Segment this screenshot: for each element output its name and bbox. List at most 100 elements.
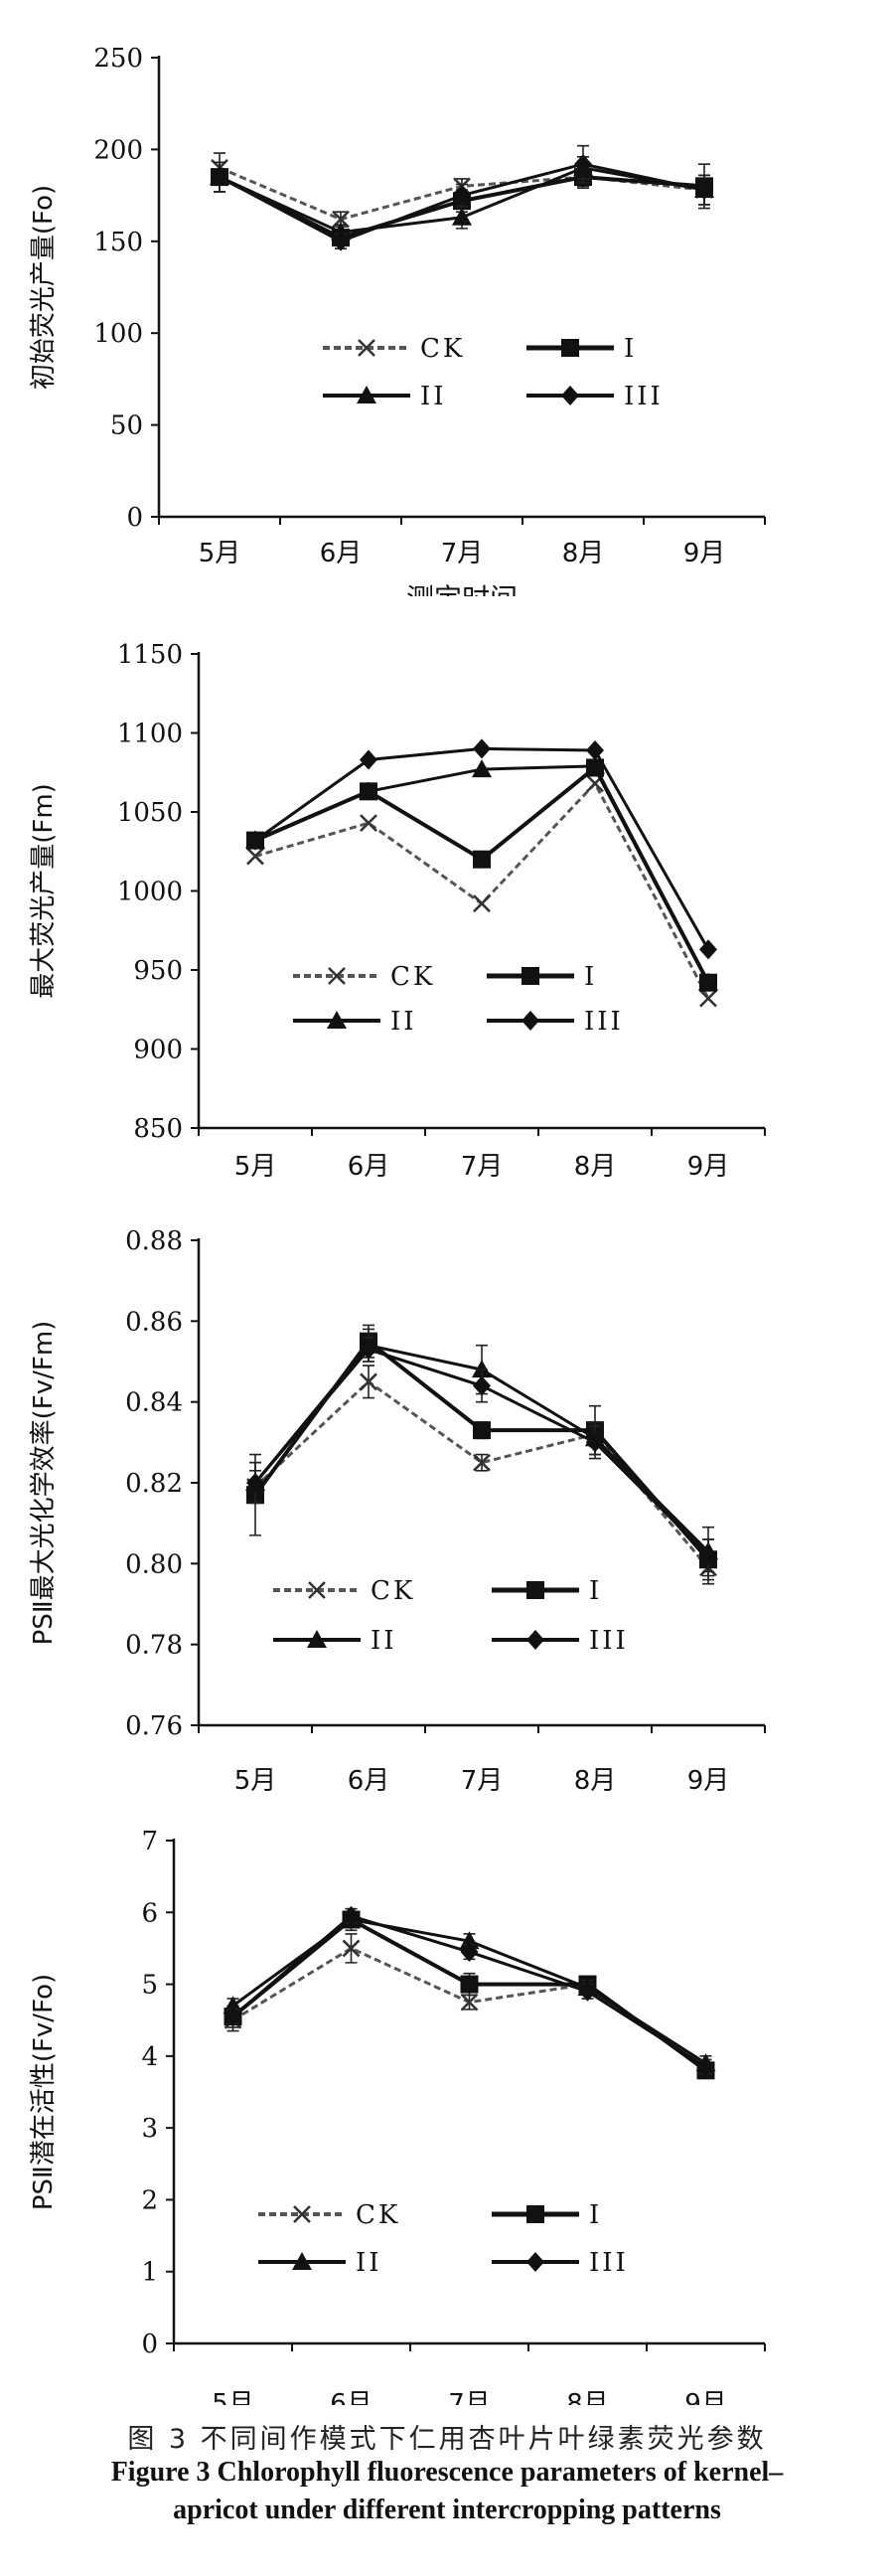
data-point-ii <box>698 972 718 991</box>
figure-caption-english-line2: apricot under different intercropping pa… <box>173 2495 721 2525</box>
x-tick-label: 7月 <box>461 1152 504 1182</box>
data-point-ii <box>472 1360 492 1378</box>
figure-caption-chinese: 图 3 不同间作模式下仁用杏叶片叶绿素荧光参数 <box>127 2424 767 2455</box>
y-tick-label: 6 <box>141 1898 158 1928</box>
data-point-i <box>473 1421 491 1440</box>
legend-label-ck: CK <box>420 334 465 364</box>
data-point-iii <box>453 185 471 206</box>
y-tick-label: 0.82 <box>125 1469 183 1499</box>
data-point-iii <box>574 154 592 175</box>
data-point-iii <box>696 2056 715 2077</box>
chart-fvfo-svg: 012345675月6月7月8月9月测定时间PSⅡ潜在活性(Fv/Fo)CKII… <box>29 1827 766 2405</box>
x-tick-label: 7月 <box>448 2389 491 2405</box>
legend-marker-iii <box>522 1011 539 1031</box>
data-point-ii <box>331 222 351 241</box>
data-point-iii <box>332 231 350 251</box>
y-tick-label: 1 <box>141 2258 158 2288</box>
y-tick-label: 0.78 <box>125 1631 183 1661</box>
data-point-iii <box>473 1375 491 1396</box>
data-point-iii <box>699 1545 717 1566</box>
legend-label-ii: II <box>390 1007 417 1037</box>
legend-marker-ck <box>293 2205 311 2223</box>
x-tick-label: 6月 <box>348 1766 390 1796</box>
y-axis-title: PSⅡ最大光化学效率(Fv/Fm) <box>29 1321 59 1646</box>
legend-label-iii: III <box>624 382 664 411</box>
x-tick-label: 6月 <box>348 1152 390 1182</box>
figure-caption-english-line1: Figure 3 Chlorophyll fluorescence parame… <box>110 2457 784 2488</box>
chart-fvfo: 012345675月6月7月8月9月测定时间PSⅡ潜在活性(Fv/Fo)CKII… <box>0 1799 894 2405</box>
data-point-ii <box>452 207 472 226</box>
y-tick-label: 1100 <box>117 720 183 749</box>
data-point-ii <box>359 781 378 800</box>
legend-label-iii: III <box>584 1007 624 1037</box>
x-tick-label: 8月 <box>562 539 605 568</box>
y-tick-label: 4 <box>141 2042 158 2072</box>
x-tick-label: 5月 <box>199 539 241 568</box>
y-tick-label: 5 <box>141 1971 158 2001</box>
x-tick-label: 9月 <box>683 539 726 568</box>
data-point-iii <box>224 2007 242 2027</box>
chart-fvfm: 0.760.780.800.820.840.860.885月6月7月8月9月测定… <box>0 1193 894 1799</box>
data-point-iii <box>460 1942 479 1963</box>
data-point-ck <box>460 1993 479 2012</box>
data-point-iii <box>586 1432 604 1453</box>
data-point-iii <box>342 1905 361 1926</box>
series-line-iii <box>254 746 710 951</box>
data-point-iii <box>695 180 713 201</box>
legend-marker-ck <box>328 967 346 985</box>
data-point-iii <box>360 749 377 770</box>
data-point-ck <box>473 894 491 913</box>
legend-marker-i <box>561 339 579 357</box>
legend-label-i: I <box>589 2200 602 2230</box>
data-point-ck <box>699 989 717 1008</box>
data-point-iii <box>360 1339 377 1360</box>
chart-fm-svg: 85090095010001050110011505月6月7月8月9月测定日期最… <box>29 640 766 1182</box>
legend-label-ck: CK <box>390 962 435 992</box>
series-line-ck <box>253 1379 710 1569</box>
series-line-ck <box>254 781 710 1000</box>
legend-marker-iii <box>561 386 579 405</box>
y-tick-label: 2 <box>141 2185 158 2215</box>
legend-label-i: I <box>584 962 597 992</box>
legend-label-i: I <box>624 334 637 364</box>
x-tick-label: 9月 <box>687 1152 730 1182</box>
legend-label-ii: II <box>420 382 447 411</box>
legend-label-ii: II <box>356 2248 382 2278</box>
y-tick-label: 250 <box>93 44 143 74</box>
data-point-ii <box>472 759 492 778</box>
y-tick-label: 200 <box>93 135 143 165</box>
y-tick-label: 0.80 <box>125 1549 183 1579</box>
series-line-i <box>254 765 710 984</box>
y-tick-label: 0.84 <box>125 1388 183 1418</box>
y-tick-label: 900 <box>133 1036 183 1065</box>
y-tick-label: 150 <box>93 228 143 257</box>
data-point-ck <box>360 1372 377 1391</box>
y-axis-title: PSⅡ潜在活性(Fv/Fo) <box>29 1974 59 2210</box>
y-tick-label: 1150 <box>117 640 183 670</box>
x-tick-label: 6月 <box>320 539 363 568</box>
legend-label-ck: CK <box>356 2200 400 2230</box>
x-tick-label: 8月 <box>566 2389 609 2405</box>
x-tick-label: 9月 <box>687 1766 730 1796</box>
chart-fo-svg: 0 50 100 150 200 250 5月 6月 7月 8月 9月测定时间 初始荧光产量(Fo) C… <box>29 44 766 596</box>
data-point-iii <box>211 167 228 188</box>
y-axis-title: 最大荧光产量(Fm) <box>29 783 59 999</box>
y-tick-label: 0 <box>141 2330 158 2359</box>
x-tick-label: 7月 <box>461 1766 504 1796</box>
legend-label-ck: CK <box>371 1576 415 1606</box>
chart-fm: 85090095010001050110011505月6月7月8月9月测定日期最… <box>0 596 894 1193</box>
series-line-ii <box>254 764 710 984</box>
chart-fvfm-svg: 0.760.780.800.820.840.860.885月6月7月8月9月测定… <box>29 1226 766 1796</box>
y-tick-label: 0.86 <box>125 1307 183 1337</box>
legend-label-ii: II <box>371 1626 397 1656</box>
x-tick-label: 7月 <box>441 539 484 568</box>
x-tick-label: 5月 <box>234 1766 277 1796</box>
legend-marker-i <box>526 1581 544 1599</box>
y-tick-label: 0 <box>126 503 143 533</box>
x-tick-label: 9月 <box>684 2389 727 2405</box>
y-tick-label: 1050 <box>117 798 183 828</box>
y-tick-label: 0.88 <box>125 1226 183 1256</box>
data-point-i <box>473 850 491 869</box>
data-point-i <box>460 1975 479 1994</box>
data-point-iii <box>586 739 604 760</box>
